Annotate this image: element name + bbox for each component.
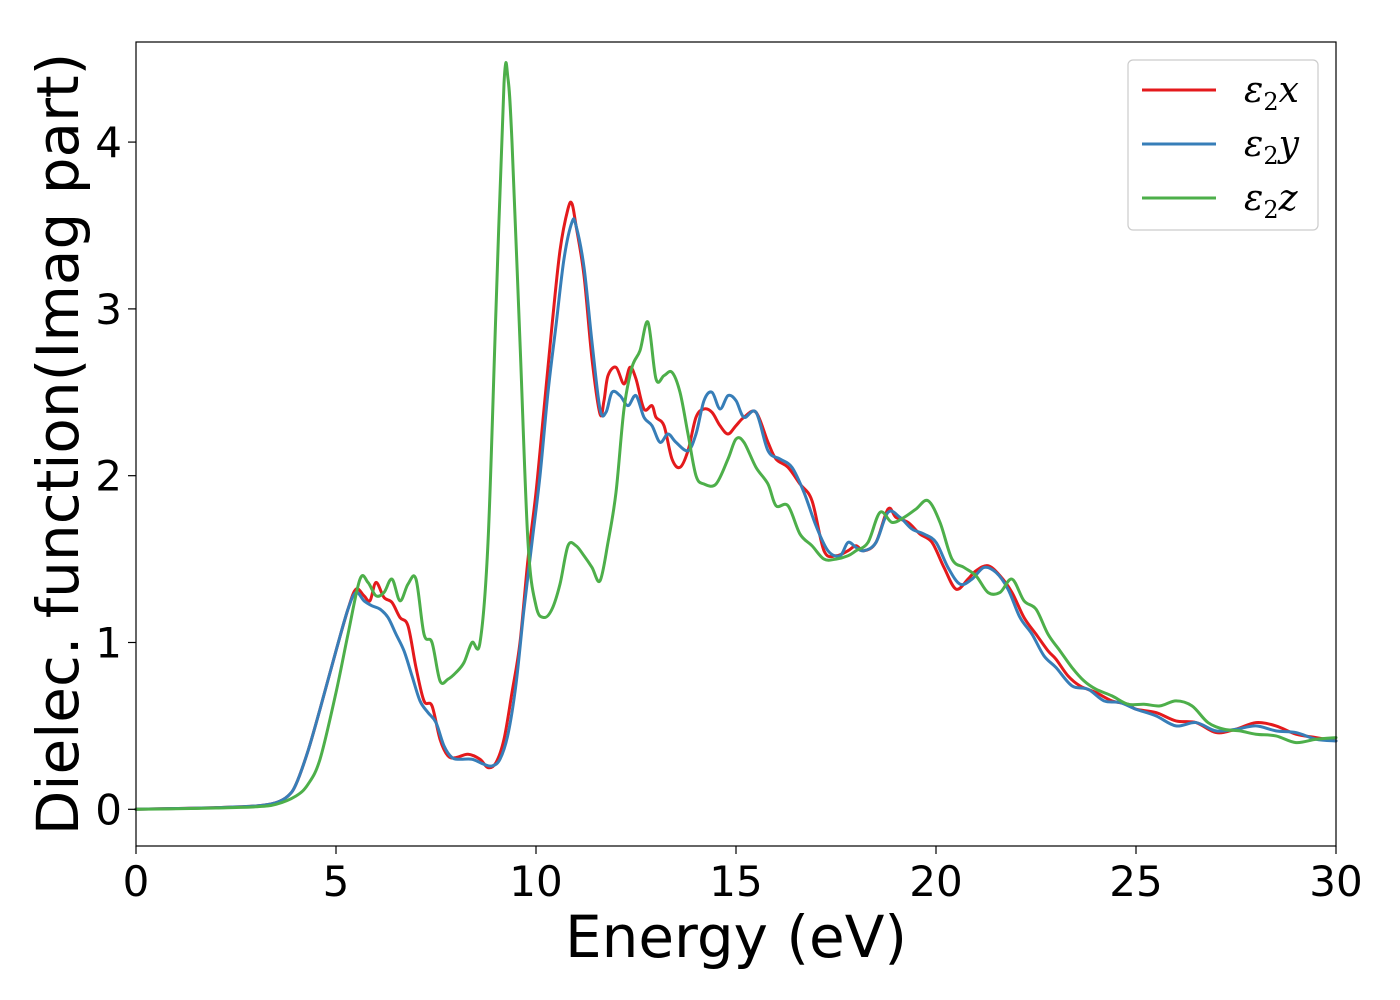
legend-label-z: ε2z xyxy=(1244,178,1299,224)
x-tick-label: 30 xyxy=(1309,857,1362,906)
legend-label-suffix: y xyxy=(1277,124,1300,165)
y-tick-label: 0 xyxy=(95,785,122,834)
legend-label-base: ε xyxy=(1244,178,1263,219)
x-tick-label: 0 xyxy=(123,857,150,906)
series-line-y xyxy=(134,217,1338,811)
legend-label-x: ε2x xyxy=(1244,70,1299,116)
legend-label-base: ε xyxy=(1244,70,1263,111)
series-line-x xyxy=(134,200,1338,811)
y-tick-label: 4 xyxy=(95,118,122,167)
x-tick-label: 25 xyxy=(1109,857,1162,906)
legend-label-subscript: 2 xyxy=(1263,142,1278,170)
series-line-z xyxy=(134,61,1338,811)
legend-label-base: ε xyxy=(1244,124,1263,165)
legend-label-subscript: 2 xyxy=(1263,88,1278,116)
x-tick-label: 5 xyxy=(323,857,350,906)
y-tick-label: 2 xyxy=(95,452,122,501)
y-axis: 0 1 2 3 4 xyxy=(95,118,136,834)
legend-label-y: ε2y xyxy=(1244,124,1300,170)
x-tick-label: 20 xyxy=(909,857,962,906)
x-axis-title: Energy (eV) xyxy=(565,903,907,971)
y-tick-label: 1 xyxy=(95,618,122,667)
legend-label-suffix: z xyxy=(1278,178,1299,219)
y-tick-label: 3 xyxy=(95,285,122,334)
legend-label-suffix: x xyxy=(1279,70,1299,111)
legend-label-subscript: 2 xyxy=(1263,196,1278,224)
x-tick-label: 10 xyxy=(509,857,562,906)
y-axis-title: Dielec. function(Imag part) xyxy=(24,53,92,836)
series-layer xyxy=(134,61,1338,811)
legend-box xyxy=(1127,59,1319,231)
x-tick-label: 15 xyxy=(709,857,762,906)
x-axis: 0 5 10 15 20 25 30 xyxy=(123,846,1363,906)
